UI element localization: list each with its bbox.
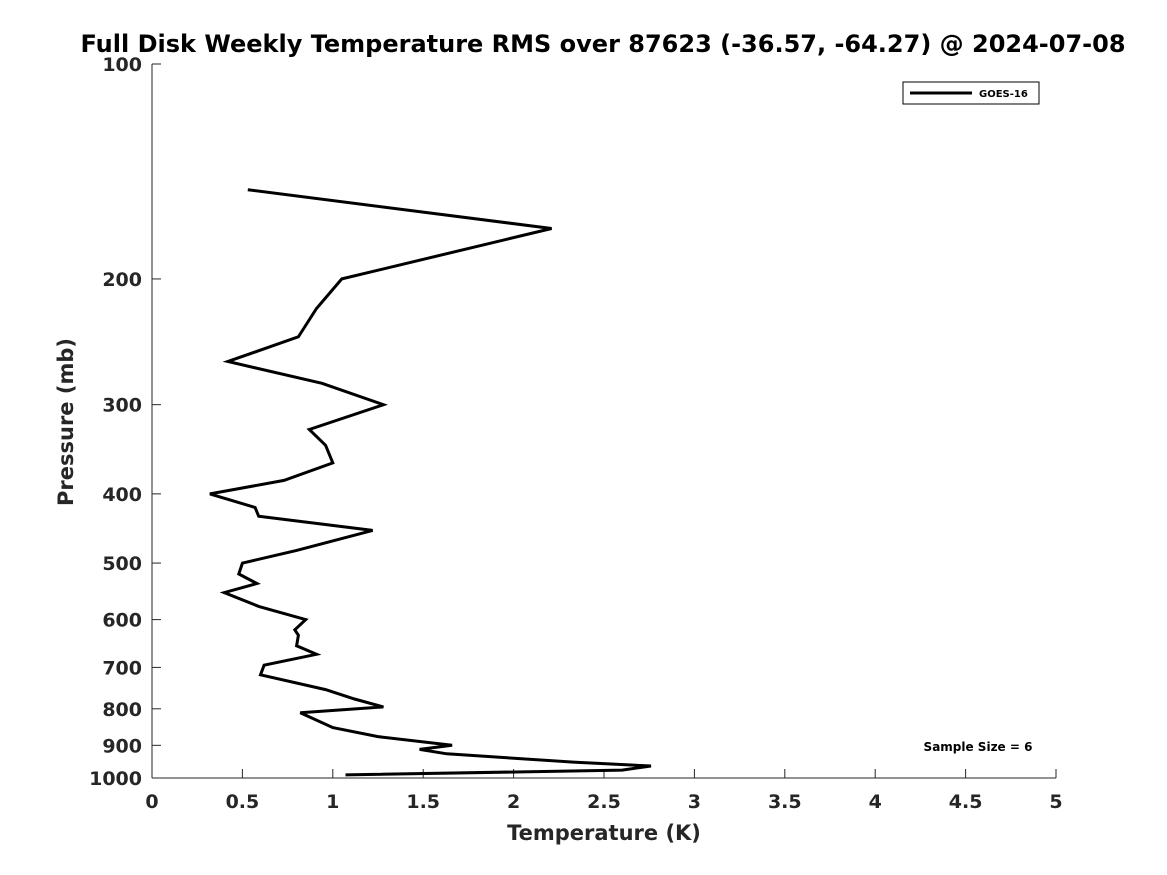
x-tick-label: 1.5: [406, 791, 440, 813]
y-tick-label: 1000: [89, 768, 142, 790]
x-tick-label: 3: [688, 791, 701, 813]
x-tick-label: 4: [869, 791, 882, 813]
x-tick-label: 0.5: [226, 791, 260, 813]
x-tick-label: 3.5: [768, 791, 802, 813]
y-tick-label: 700: [102, 657, 142, 679]
x-tick-label: 2: [507, 791, 520, 813]
y-tick-label: 500: [102, 553, 142, 575]
series-line-0: [209, 188, 652, 777]
y-axis-label: Pressure (mb): [54, 338, 78, 506]
legend-label-0: GOES-16: [979, 89, 1028, 100]
y-tick-label: 800: [102, 699, 142, 721]
legend: GOES-16: [902, 81, 1040, 105]
x-tick-label: 4.5: [949, 791, 983, 813]
sample-size-annotation: Sample Size = 6: [924, 740, 1033, 754]
x-tick-label: 0: [145, 791, 158, 813]
y-tick-label: 900: [102, 735, 142, 757]
x-axis-ticks: 0 0.5 1 1.5 2 2.5 3 3.5 4 4.5 5: [145, 769, 1063, 813]
x-tick-label: 1: [326, 791, 339, 813]
y-tick-label: 300: [102, 395, 142, 417]
x-tick-label: 5: [1049, 791, 1062, 813]
y-axis-ticks: 100 200 300 400 500 600 700 800 900 1000: [89, 54, 161, 790]
y-tick-label: 200: [102, 269, 142, 291]
x-tick-label: 2.5: [587, 791, 621, 813]
axes: [151, 64, 1056, 779]
chart-title: Full Disk Weekly Temperature RMS over 87…: [80, 30, 1125, 58]
y-tick-label: 600: [102, 610, 142, 632]
plot-area: [209, 188, 652, 777]
x-axis-label: Temperature (K): [507, 821, 701, 845]
y-tick-label: 400: [102, 484, 142, 506]
y-tick-label: 100: [102, 54, 142, 76]
